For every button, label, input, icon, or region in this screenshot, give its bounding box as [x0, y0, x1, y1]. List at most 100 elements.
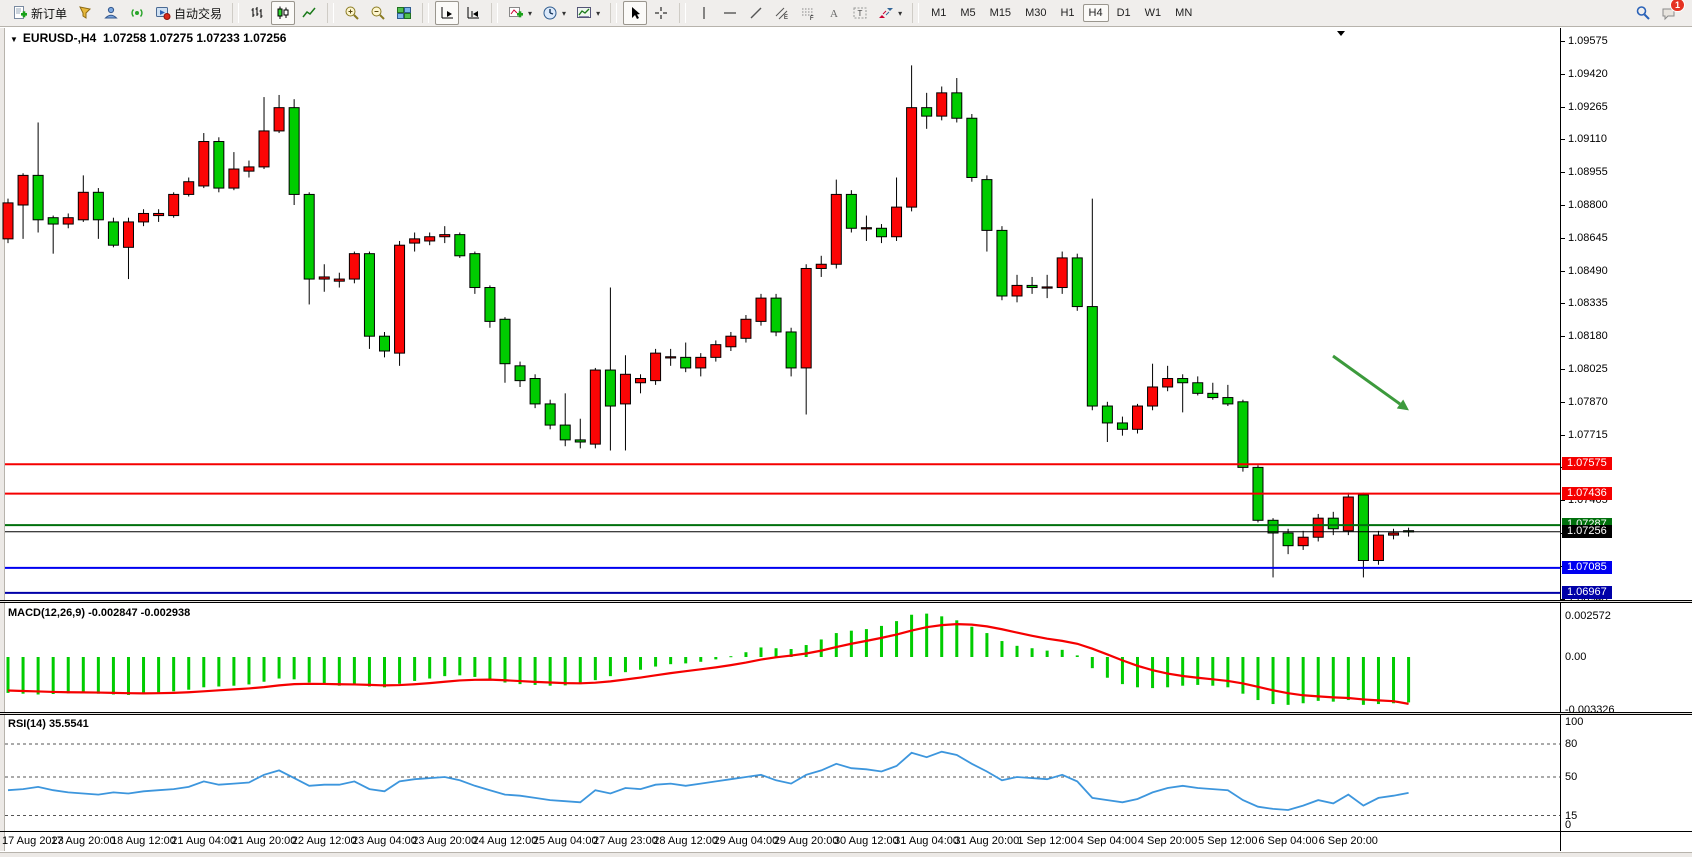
hline-button[interactable]	[718, 1, 742, 25]
indicators-button[interactable]: ▾	[504, 1, 536, 25]
templates-icon	[576, 5, 592, 21]
rsi-label: RSI(14) 35.5541	[8, 718, 89, 730]
price-axis-tick	[1561, 368, 1565, 370]
tile-windows-icon	[396, 5, 412, 21]
time-axis-label: 23 Aug 04:00	[352, 835, 417, 847]
trendline-button[interactable]	[744, 1, 768, 25]
zoom-out-icon	[370, 5, 386, 21]
time-axis-label: 23 Aug 20:00	[412, 835, 478, 847]
fibonacci-button[interactable]: F	[796, 1, 820, 25]
toolbar-group-2	[336, 1, 420, 26]
price-axis-tick	[1561, 336, 1565, 338]
line-chart-icon	[301, 5, 317, 21]
rsi-axis-label: 100	[1565, 716, 1584, 728]
price-axis-label: 1.08335	[1568, 297, 1608, 310]
price-axis-tick	[1561, 106, 1565, 108]
time-axis-label: 18 Aug 12:00	[111, 835, 176, 847]
price-axis-tick	[1561, 41, 1565, 42]
channel-button[interactable]: E	[770, 1, 794, 25]
cursor-button[interactable]	[623, 1, 648, 25]
auto-trading-icon	[155, 5, 171, 21]
price-axis-label: 1.08955	[1568, 166, 1608, 179]
toolbar-separator	[422, 3, 430, 23]
new-order-button[interactable]: 新订单	[8, 1, 71, 25]
price-axis-tick	[1561, 303, 1565, 305]
periods-button[interactable]: ▾	[538, 1, 570, 25]
timeframe-m15-button[interactable]: M15	[989, 7, 1012, 19]
timeframe-h1-button[interactable]: H1	[1060, 7, 1075, 19]
line-chart-button[interactable]	[297, 1, 321, 25]
toolbar-separator	[679, 3, 687, 23]
macd-chart-canvas[interactable]	[0, 603, 1692, 712]
rsi-chart-canvas[interactable]	[0, 715, 1692, 831]
candles-chart-icon	[275, 5, 291, 21]
price-axis-tick	[1561, 270, 1565, 272]
timeframe-m5-button[interactable]: M5	[960, 7, 976, 19]
chart-shift-icon	[465, 5, 481, 21]
price-chart-canvas[interactable]	[0, 28, 1692, 600]
auto-scroll-icon	[439, 5, 455, 21]
chart-shift-button[interactable]	[461, 1, 485, 25]
new-order-icon	[12, 5, 28, 21]
search-icon	[1635, 5, 1651, 21]
panel-splitter-rsi[interactable]	[0, 712, 1692, 715]
auto-trading-button[interactable]: 自动交易	[151, 1, 226, 25]
panel-splitter-macd[interactable]	[0, 600, 1692, 603]
toolbar-group-0: 新订单 自动交易	[4, 1, 230, 26]
timeframe-w1-button[interactable]: W1	[1144, 7, 1162, 19]
toolbar-separator	[232, 3, 240, 23]
candles-chart-button[interactable]	[271, 1, 296, 25]
auto-scroll-button[interactable]	[435, 1, 460, 25]
profiles-button[interactable]	[73, 1, 97, 25]
tile-windows-button[interactable]	[392, 1, 416, 25]
signals-button[interactable]	[125, 1, 149, 25]
time-axis-label: 5 Sep 12:00	[1198, 835, 1258, 847]
timeframe-m1-button[interactable]: M1	[931, 7, 947, 19]
toolbar-group-1	[241, 1, 325, 26]
toolbar-group-6: E F A T ▾	[688, 1, 910, 26]
zoom-out-button[interactable]	[366, 1, 390, 25]
time-axis-label: 31 Aug 20:00	[954, 835, 1020, 847]
rsi-axis-label: 50	[1565, 771, 1578, 783]
timeframe-m30-button[interactable]: M30	[1025, 7, 1047, 19]
price-axis-border	[1560, 28, 1561, 851]
notifications-button[interactable]: 1	[1657, 0, 1685, 25]
rsi-axis-label: 80	[1565, 738, 1578, 750]
price-axis-label: 1.09420	[1568, 67, 1608, 80]
timeframe-d1-button[interactable]: D1	[1116, 7, 1131, 19]
zoom-in-button[interactable]	[340, 1, 364, 25]
timeframe-h4-button[interactable]: H4	[1082, 4, 1109, 22]
text-icon: A	[826, 5, 842, 21]
text-label-button[interactable]: T	[848, 1, 872, 25]
price-axis-label: 1.07870	[1568, 395, 1608, 408]
timeframe-group: M1 M5 M15 M30 H1 H4 D1 W1 MN	[921, 1, 1202, 26]
time-axis-label: 29 Aug 04:00	[713, 835, 779, 847]
bars-chart-button[interactable]	[245, 1, 269, 25]
price-line-label: 1.07256	[1562, 524, 1612, 538]
text-button[interactable]: A	[822, 1, 846, 25]
search-button[interactable]	[1631, 1, 1655, 25]
templates-button[interactable]: ▾	[572, 1, 604, 25]
svg-text:T: T	[858, 9, 863, 18]
toolbar-separator	[610, 3, 618, 23]
time-axis-label: 27 Aug 23:00	[592, 835, 658, 847]
price-axis-tick	[1561, 237, 1565, 239]
vline-icon	[696, 5, 712, 21]
rsi-axis-label: 15	[1565, 809, 1578, 822]
crosshair-button[interactable]	[649, 1, 673, 25]
chart-collapse-icon[interactable]: ▼	[10, 35, 18, 44]
time-axis-border	[0, 831, 1692, 832]
terminal-button[interactable]	[99, 1, 123, 25]
timeframe-mn-button[interactable]: MN	[1175, 7, 1193, 19]
vline-button[interactable]	[692, 1, 716, 25]
window-left-edge	[0, 28, 5, 851]
price-axis-label: 1.08800	[1568, 198, 1608, 211]
price-line-label: 1.07575	[1562, 457, 1612, 471]
arrows-button[interactable]: ▾	[874, 1, 906, 25]
periods-icon	[542, 5, 558, 21]
price-axis-label: 1.08490	[1568, 264, 1608, 277]
macd-label: MACD(12,26,9) -0.002847 -0.002938	[8, 607, 191, 619]
price-axis-label: 1.09265	[1568, 100, 1608, 113]
text-label-icon: T	[852, 5, 868, 21]
chevron-down-icon: ▾	[596, 8, 601, 18]
